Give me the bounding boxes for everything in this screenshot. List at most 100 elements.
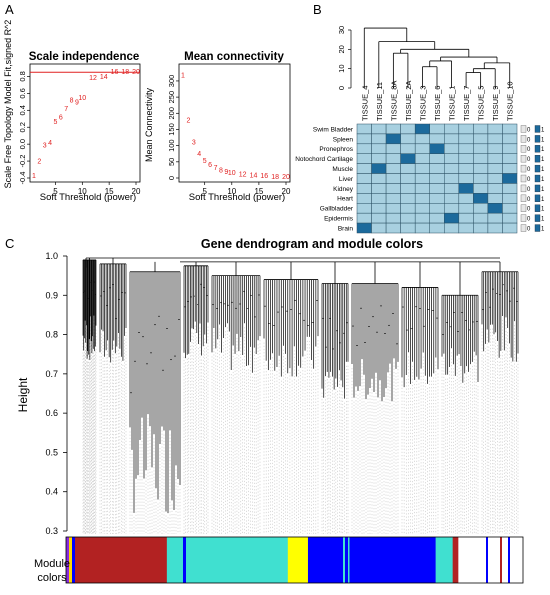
legend-swatch-low bbox=[520, 135, 527, 143]
tissue-column-label: TISSUE_3 bbox=[418, 86, 427, 121]
heatmap-cell bbox=[356, 173, 372, 184]
heatmap-cell bbox=[458, 212, 474, 224]
mean-connectivity-x-tick-label: 20 bbox=[282, 187, 291, 196]
dendrogram-y-tick-label: 0.5 bbox=[45, 447, 58, 457]
heatmap-cell bbox=[385, 212, 401, 224]
legend-swatch-high bbox=[534, 145, 541, 153]
module-color-segment bbox=[435, 537, 453, 583]
legend-value-high: 1 bbox=[541, 137, 545, 143]
heatmap-cell bbox=[385, 123, 401, 135]
heatmap-cell bbox=[414, 203, 430, 214]
mean-connectivity-x-tick-label: 5 bbox=[202, 187, 207, 196]
heatmap-cell bbox=[400, 173, 416, 184]
heatmap-cell bbox=[414, 173, 430, 184]
heatmap-cell bbox=[502, 203, 518, 214]
heatmap-cell bbox=[400, 222, 416, 234]
legend-swatch-high bbox=[534, 164, 541, 173]
heatmap-cell bbox=[502, 143, 518, 154]
heatmap-cell bbox=[444, 133, 460, 145]
mean-connectivity-point-label: 9 bbox=[224, 169, 228, 176]
heatmap-cell bbox=[502, 133, 518, 145]
legend-value-low: 0 bbox=[527, 167, 531, 173]
heatmap-cell bbox=[414, 183, 430, 194]
legend-value-low: 0 bbox=[527, 157, 531, 163]
heatmap-cell bbox=[429, 222, 445, 234]
tissue-row-label: Swim Bladder bbox=[313, 126, 354, 133]
heatmap-cell bbox=[371, 153, 387, 164]
legend-swatch-high bbox=[534, 135, 541, 143]
heatmap-cell bbox=[444, 193, 460, 204]
tissue-row-label: Epidermis bbox=[324, 216, 354, 223]
legend-value-high: 1 bbox=[541, 157, 545, 163]
heatmap-cell bbox=[502, 173, 518, 184]
gene-dendrogram-panel: 0.3 0.4 0.5 0.6 0.7 0.8 0.9 1.0 bbox=[45, 251, 524, 584]
mean-connectivity-title: Mean connectivity bbox=[184, 51, 284, 63]
dendrogram-title: Gene dendrogram and module colors bbox=[201, 237, 423, 251]
module-color-segment bbox=[343, 537, 345, 583]
scale-independence-title: Scale independence bbox=[29, 51, 140, 63]
heatmap-cell bbox=[429, 183, 445, 194]
legend-swatch-high bbox=[534, 204, 541, 212]
heatmap-cell bbox=[502, 222, 518, 234]
heatmap-cell bbox=[502, 153, 518, 164]
legend-swatch-low bbox=[520, 125, 527, 133]
legend-value-high: 1 bbox=[541, 187, 545, 193]
legend-value-high: 1 bbox=[541, 127, 545, 133]
heatmap-cell bbox=[356, 193, 372, 204]
dendrogram-y-tick-label: 0.4 bbox=[45, 487, 58, 497]
heatmap-cell bbox=[487, 173, 503, 184]
mean-connectivity-xlabel: Soft Threshold (power) bbox=[189, 192, 285, 203]
heatmap-cell bbox=[400, 153, 416, 164]
module-color-segment bbox=[188, 537, 190, 583]
module-color-segment bbox=[75, 537, 168, 583]
heatmap-cell bbox=[487, 222, 503, 234]
heatmap-cell bbox=[444, 173, 460, 184]
legend-swatch-high bbox=[534, 224, 541, 232]
scale-independence-point-label: 9 bbox=[75, 99, 79, 106]
heatmap-cell bbox=[458, 143, 474, 154]
heatmap-cell bbox=[356, 203, 372, 214]
heatmap-cell bbox=[458, 222, 474, 234]
heatmap-cell bbox=[473, 153, 489, 164]
heatmap-cell bbox=[371, 183, 387, 194]
tissue-column-label: TISSUE_9 bbox=[491, 86, 500, 121]
heatmap-cell bbox=[414, 222, 430, 234]
module-color-segment bbox=[66, 537, 69, 583]
heatmap-cell bbox=[458, 183, 474, 194]
heatmap-cell bbox=[502, 123, 518, 135]
heatmap-cell bbox=[400, 203, 416, 214]
heatmap-cell bbox=[371, 173, 387, 184]
heatmap-cell bbox=[385, 143, 401, 154]
scale-independence-x-tick-label: 5 bbox=[53, 187, 58, 196]
legend-swatch-high bbox=[534, 214, 541, 222]
legend-value-low: 0 bbox=[527, 227, 531, 233]
tissue-column-label: TISSUE_6 bbox=[433, 86, 442, 121]
heatmap-cell bbox=[356, 153, 372, 164]
heatmap-cell bbox=[458, 173, 474, 184]
tissue-column-label: TISSUE_7 bbox=[462, 86, 471, 121]
heatmap-cell bbox=[473, 143, 489, 154]
scale-independence-point-label: 20 bbox=[132, 69, 140, 76]
heatmap-cell bbox=[385, 183, 401, 194]
scale-independence-point-label: 10 bbox=[78, 95, 86, 102]
heatmap-cell bbox=[371, 203, 387, 214]
legend-swatch-low bbox=[520, 145, 527, 153]
legend-swatch-low bbox=[520, 174, 527, 183]
scale-independence-y-tick-label: -0.4 bbox=[18, 172, 27, 185]
module-color-segment bbox=[452, 537, 459, 583]
heatmap-cell bbox=[385, 203, 401, 214]
heatmap-cell bbox=[414, 153, 430, 164]
legend-value-high: 1 bbox=[541, 177, 545, 183]
scale-independence-point-label: 5 bbox=[54, 119, 58, 126]
heatmap-cell bbox=[385, 163, 401, 174]
heatmap-cell bbox=[356, 183, 372, 194]
scale-independence-point-label: 12 bbox=[89, 75, 97, 82]
mean-connectivity-y-tick-label: 150 bbox=[167, 123, 176, 136]
heatmap-cell bbox=[502, 193, 518, 204]
tissue-dendrogram-tick-label: 20 bbox=[337, 45, 346, 53]
legend-value-low: 0 bbox=[527, 197, 531, 203]
legend-value-low: 0 bbox=[527, 127, 531, 133]
heatmap-cell bbox=[356, 212, 372, 224]
